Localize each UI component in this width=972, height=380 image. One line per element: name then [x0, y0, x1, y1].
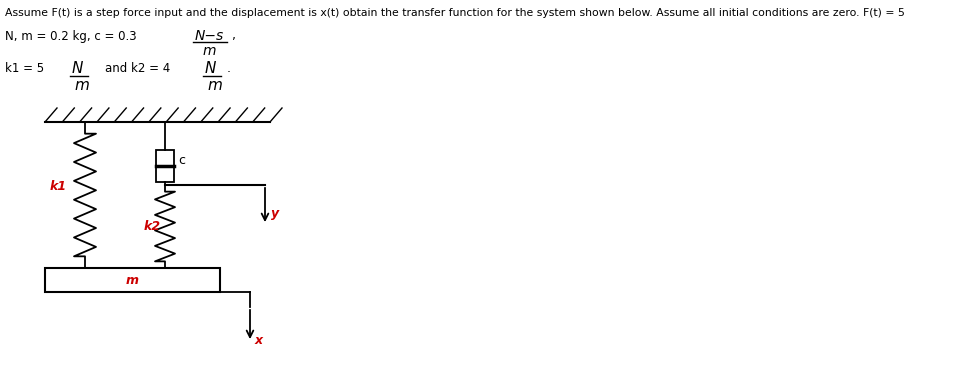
Text: x: x — [255, 334, 263, 347]
Text: N: N — [72, 61, 84, 76]
Text: k2: k2 — [144, 220, 161, 233]
Text: N, m = 0.2 kg, c = 0.3: N, m = 0.2 kg, c = 0.3 — [5, 30, 137, 43]
Text: k1: k1 — [50, 180, 67, 193]
Bar — [45, 268, 220, 292]
Text: c: c — [178, 154, 185, 166]
Text: N: N — [205, 61, 217, 76]
Text: m: m — [74, 78, 88, 93]
Text: N−s: N−s — [195, 29, 225, 43]
Text: Assume F(t) is a step force input and the displacement is x(t) obtain the transf: Assume F(t) is a step force input and th… — [5, 8, 905, 18]
Text: and k2 = 4: and k2 = 4 — [105, 62, 170, 75]
Text: m: m — [203, 44, 217, 58]
Bar — [156, 150, 174, 182]
Text: .: . — [227, 62, 231, 75]
Text: m: m — [207, 78, 222, 93]
Text: k1 = 5: k1 = 5 — [5, 62, 44, 75]
Text: ,: , — [232, 29, 236, 42]
Text: y: y — [271, 206, 279, 220]
Text: m: m — [126, 274, 139, 287]
